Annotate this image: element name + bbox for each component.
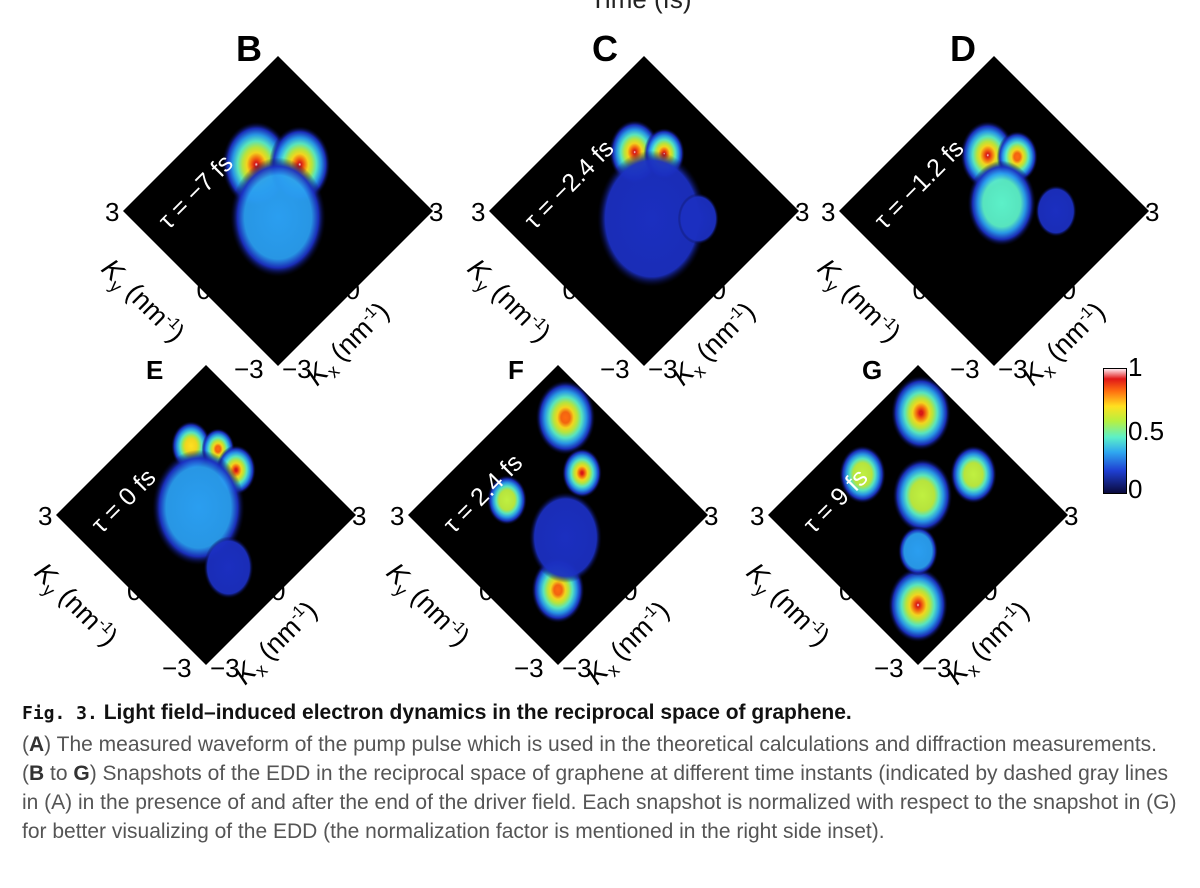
colorbar-tick-max: 1 (1128, 352, 1143, 382)
edd-peak (230, 157, 326, 277)
ky-tick-mid: 0 (562, 274, 577, 305)
kx-tick-mid: 0 (983, 576, 998, 606)
kx-tick-top: 3 (352, 501, 367, 531)
colorbar-tick-min: 0 (1128, 474, 1143, 504)
edd-peak (677, 193, 719, 245)
panel-letter-f: F (508, 355, 524, 385)
edd-peak (203, 536, 254, 599)
ky-tick-top: 3 (105, 197, 120, 227)
kx-tick-bottom: −3 (562, 653, 592, 683)
caption-title-text: Light field–induced electron dynamics in… (103, 701, 852, 724)
kx-tick-mid: 0 (1061, 274, 1076, 305)
ky-tick-top: 3 (38, 501, 53, 531)
ky-tick-mid: 0 (839, 576, 854, 606)
panel-e-plot (56, 365, 356, 665)
ky-tick-bottom: −3 (950, 354, 980, 384)
ky-tick-top: 3 (390, 501, 405, 531)
ky-tick-mid: 0 (196, 274, 211, 305)
panel-letter-c: C (592, 28, 618, 69)
top-partial-axis-label: Time (fs) (590, 0, 692, 15)
caption-a-text: The measured waveform of the pump pulse … (51, 733, 1157, 756)
colorbar-tick-mid: 0.5 (1128, 416, 1165, 446)
colorbar (1103, 368, 1127, 494)
edd-peak (892, 458, 953, 533)
ky-tick-bottom: −3 (162, 653, 192, 683)
panel-g-plot (768, 365, 1068, 665)
panel-b-plot (123, 56, 433, 366)
caption-letter-g: G (73, 762, 90, 785)
edd-peak (898, 526, 938, 576)
kx-tick-bottom: −3 (210, 653, 240, 683)
panel-f-plot (408, 365, 708, 665)
kx-tick-top: 3 (795, 197, 810, 227)
kx-tick-mid: 0 (271, 576, 286, 606)
panel-letter-g: G (862, 355, 883, 385)
ky-tick-top: 3 (750, 501, 765, 531)
ky-tick-top: 3 (821, 197, 836, 227)
caption-paren: ) (44, 733, 52, 756)
caption-to: to (44, 762, 74, 785)
edd-peak (487, 475, 527, 525)
kx-tick-bottom: −3 (648, 354, 678, 384)
kx-tick-bottom: −3 (922, 653, 952, 683)
edd-peak (888, 567, 948, 643)
edd-peak (967, 160, 1036, 246)
panel-d-plot (839, 56, 1149, 366)
ky-tick-bottom: −3 (874, 653, 904, 683)
caption-paren: ( (22, 762, 29, 785)
ky-tick-bottom: −3 (514, 653, 544, 683)
kx-tick-mid: 0 (345, 274, 360, 305)
edd-peak (597, 150, 707, 287)
kx-tick-top: 3 (704, 501, 719, 531)
panel-c-plot (489, 56, 799, 366)
caption-paren: ( (22, 733, 29, 756)
ky-tick-mid: 0 (127, 576, 142, 606)
edd-peak (152, 449, 245, 566)
figure-caption: Fig. 3. Light field–induced electron dyn… (22, 698, 1182, 846)
ky-tick-mid: 0 (479, 576, 494, 606)
kx-tick-bottom: −3 (998, 354, 1028, 384)
edd-peak (1035, 185, 1077, 237)
kx-tick-top: 3 (1145, 197, 1160, 227)
kx-tick-mid: 0 (623, 576, 638, 606)
kx-tick-bottom: −3 (282, 354, 312, 384)
panel-letter-b: B (236, 28, 262, 69)
edd-peak (891, 375, 951, 451)
caption-paren: ) (89, 762, 97, 785)
kx-tick-top: 3 (429, 197, 444, 227)
edd-peak (535, 380, 596, 455)
kx-tick-mid: 0 (711, 274, 726, 305)
edd-peak (950, 445, 997, 504)
edd-peak (562, 448, 602, 498)
panel-letter-d: D (950, 28, 976, 69)
figure-number: Fig. 3. (22, 703, 98, 724)
caption-letter-a: A (29, 733, 45, 756)
edd-peak (839, 445, 886, 504)
edd-peak (529, 492, 602, 583)
panel-letter-e: E (146, 355, 164, 385)
caption-body: (A) The measured waveform of the pump pu… (22, 730, 1182, 846)
caption-letter-b: B (29, 762, 45, 785)
caption-title: Fig. 3. Light field–induced electron dyn… (22, 698, 1182, 728)
kx-tick-top: 3 (1064, 501, 1079, 531)
ky-tick-bottom: −3 (234, 354, 264, 384)
ky-tick-bottom: −3 (600, 354, 630, 384)
ky-tick-top: 3 (471, 197, 486, 227)
ky-tick-mid: 0 (912, 274, 927, 305)
caption-bg-text: Snapshots of the EDD in the reciprocal s… (22, 762, 1177, 843)
